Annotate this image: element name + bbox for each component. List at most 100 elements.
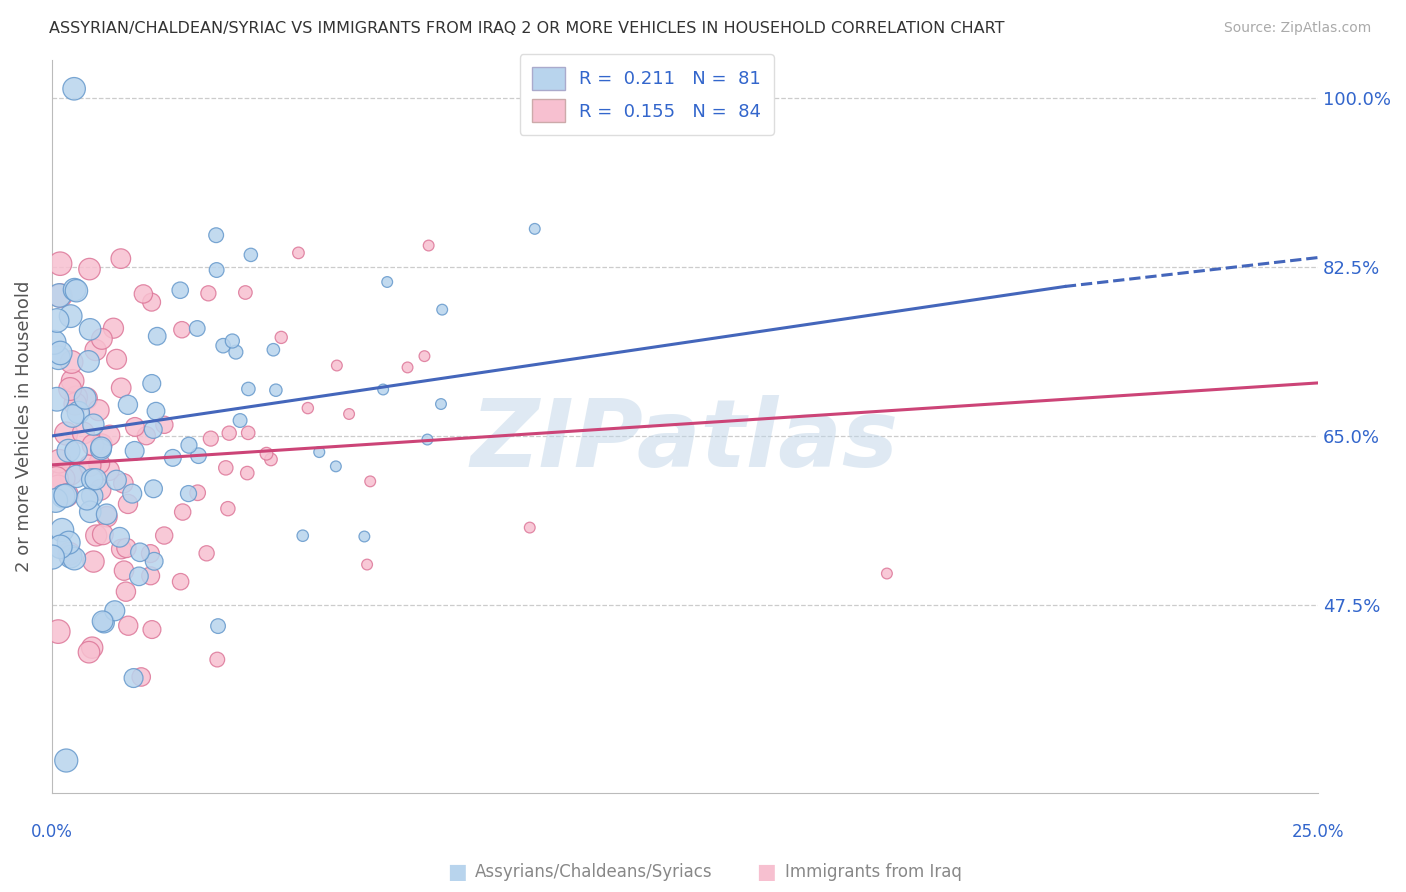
Point (519, 520, 541, 534)
Point (238, 425, 260, 440)
Legend: R =  0.211   N =  81, R =  0.155   N =  84: R = 0.211 N = 81, R = 0.155 N = 84 (520, 54, 775, 135)
Point (84, 343, 107, 357)
Point (432, 302, 454, 317)
Point (215, 461, 238, 475)
Point (142, 422, 165, 436)
Point (82, 438, 104, 452)
Point (59, 467, 82, 481)
Point (337, 407, 360, 421)
Text: Assyrians/Chaldeans/Syriacs: Assyrians/Chaldeans/Syriacs (475, 863, 713, 881)
Point (239, 248, 262, 262)
Point (103, 321, 125, 335)
Point (49, 346, 72, 360)
Point (72, 426, 94, 441)
Point (79, 322, 101, 336)
Point (90, 442, 112, 457)
Point (45, 471, 67, 485)
Point (76, 492, 98, 507)
Text: Immigrants from Iraq: Immigrants from Iraq (785, 863, 962, 881)
Point (170, 323, 193, 337)
Point (59, 382, 82, 396)
Point (82, 417, 104, 432)
Point (90, 332, 112, 346)
Point (96, 507, 118, 521)
Point (356, 558, 378, 572)
Point (117, 398, 139, 412)
Point (108, 530, 131, 544)
Point (59, 309, 82, 323)
Point (115, 584, 138, 599)
Point (48, 288, 70, 302)
Point (221, 334, 243, 348)
Point (117, 618, 139, 632)
Point (325, 459, 347, 474)
Point (169, 283, 191, 297)
Text: ■: ■ (756, 863, 776, 882)
Point (430, 397, 453, 411)
Point (121, 486, 143, 500)
Point (177, 438, 200, 452)
Point (90, 441, 112, 455)
Point (49, 288, 72, 302)
Point (396, 360, 419, 375)
Point (141, 295, 163, 310)
Point (205, 228, 228, 243)
Point (48, 351, 70, 365)
Point (63, 283, 86, 297)
Point (93, 615, 115, 630)
Point (110, 542, 132, 557)
Point (98, 463, 121, 477)
Text: ■: ■ (447, 863, 467, 882)
Point (308, 445, 330, 459)
Point (59, 549, 82, 564)
Point (146, 329, 169, 343)
Point (55, 754, 77, 768)
Point (90, 437, 112, 451)
Point (96, 509, 118, 524)
Point (135, 428, 157, 442)
Point (197, 286, 219, 301)
Point (124, 420, 146, 434)
Point (270, 330, 292, 344)
Point (98, 428, 121, 442)
Point (65, 390, 87, 404)
Point (375, 275, 398, 289)
Point (79, 458, 101, 473)
Point (207, 619, 229, 633)
Point (262, 343, 284, 357)
Point (75, 391, 97, 405)
Text: 0.0%: 0.0% (31, 823, 73, 841)
Point (91, 527, 114, 541)
Point (413, 349, 436, 363)
Point (91, 615, 114, 629)
Point (124, 444, 146, 458)
Point (291, 529, 314, 543)
Point (65, 444, 87, 458)
Point (46, 624, 69, 639)
Point (225, 345, 247, 359)
Point (58, 547, 80, 561)
Point (200, 432, 222, 446)
Point (45, 493, 67, 508)
Point (58, 535, 80, 549)
Point (76, 392, 98, 406)
Point (58, 443, 80, 458)
Point (238, 382, 260, 396)
Point (177, 486, 200, 500)
Point (207, 652, 229, 666)
Point (218, 426, 240, 441)
Point (153, 528, 176, 542)
Point (217, 501, 239, 516)
Point (104, 604, 127, 618)
Point (52, 472, 75, 486)
Point (297, 401, 319, 416)
Point (122, 671, 145, 685)
Point (49, 257, 72, 271)
Point (62, 409, 84, 423)
Point (256, 447, 278, 461)
Point (46, 480, 69, 494)
Point (42, 335, 65, 350)
Point (82, 640, 104, 655)
Point (46, 313, 69, 327)
Point (153, 417, 176, 432)
